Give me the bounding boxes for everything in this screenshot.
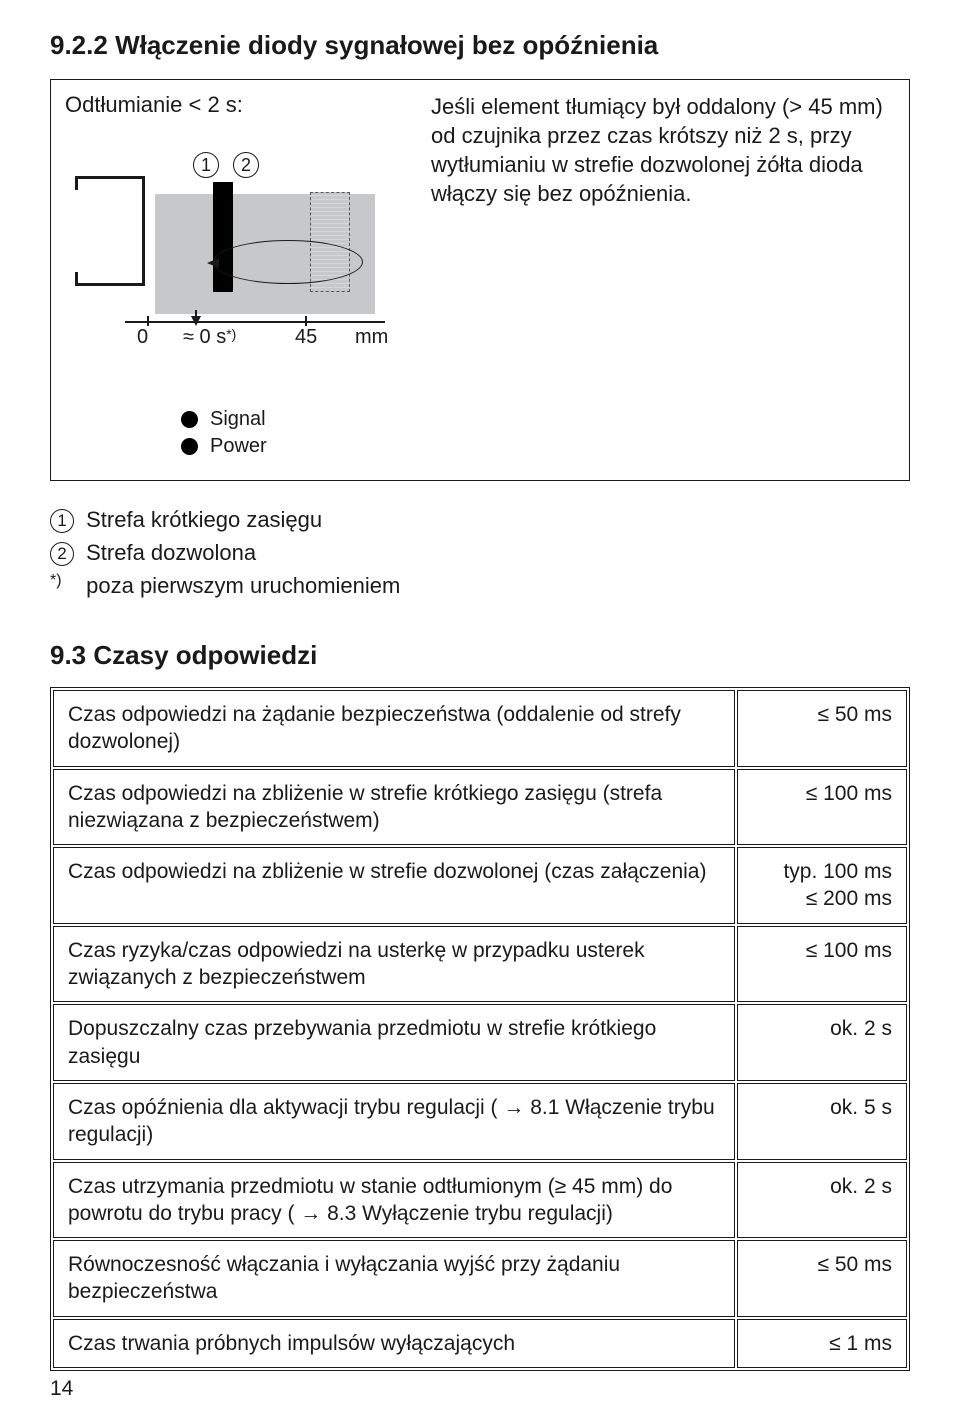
note-3: *) poza pierwszym uruchomieniem xyxy=(50,569,910,602)
axis-zero: 0 xyxy=(137,326,148,349)
note-1-text: Strefa krótkiego zasięgu xyxy=(86,507,322,532)
legend-power: Power xyxy=(181,435,895,458)
axis-line xyxy=(125,321,385,323)
row-value: ok. 5 s xyxy=(737,1083,907,1160)
section-heading: 9.2.2 Włączenie diody sygnałowej bez opó… xyxy=(50,30,910,61)
row-label: Czas utrzymania przedmiotu w stanie odtł… xyxy=(53,1162,735,1239)
table-row: Równoczesność włączania i wyłączania wyj… xyxy=(53,1240,907,1317)
note-3-text: poza pierwszym uruchomieniem xyxy=(86,573,400,598)
section2-heading: 9.3 Czasy odpowiedzi xyxy=(50,640,910,671)
legend-power-label: Power xyxy=(210,435,267,458)
page-number: 14 xyxy=(50,1377,73,1401)
response-times-table: Czas odpowiedzi na żądanie bezpieczeństw… xyxy=(50,687,910,1371)
row-label: Dopuszczalny czas przebywania przedmiotu… xyxy=(53,1004,735,1081)
row-label: Równoczesność włączania i wyłączania wyj… xyxy=(53,1240,735,1317)
row-value: ≤ 50 ms xyxy=(737,690,907,767)
dot-icon xyxy=(181,438,198,455)
axis-time: ≈ 0 s*) xyxy=(183,326,236,349)
row-label: Czas ryzyka/czas odpowiedzi na usterkę w… xyxy=(53,926,735,1003)
table-row: Czas odpowiedzi na zbliżenie w strefie d… xyxy=(53,847,907,924)
row-value: ok. 2 s xyxy=(737,1004,907,1081)
row-label: Czas odpowiedzi na zbliżenie w strefie d… xyxy=(53,847,735,924)
figure-box: Odtłumianie < 2 s: Jeśli element tłumiąc… xyxy=(50,79,910,481)
zone-label-1: 1 xyxy=(193,152,219,178)
note-2: 2 Strefa dozwolona xyxy=(50,536,910,569)
note-3-label: *) xyxy=(50,569,80,593)
diagram: 1 2 0 ≈ 0 s*) 45 mm xyxy=(65,126,405,366)
section2-title: Czasy odpowiedzi xyxy=(93,640,317,670)
row-value: ≤ 100 ms xyxy=(737,769,907,846)
table-row: Czas odpowiedzi na zbliżenie w strefie k… xyxy=(53,769,907,846)
table-row: Czas ryzyka/czas odpowiedzi na usterkę w… xyxy=(53,926,907,1003)
motion-ellipse-icon xyxy=(213,240,363,284)
table-row: Czas odpowiedzi na żądanie bezpieczeństw… xyxy=(53,690,907,767)
figure-description: Jeśli element tłumiący był oddalony (> 4… xyxy=(431,92,895,208)
section-num: 9.2.2 xyxy=(50,30,108,60)
table-row: Dopuszczalny czas przebywania przedmiotu… xyxy=(53,1004,907,1081)
section2-num: 9.3 xyxy=(50,640,86,670)
table-row: Czas trwania próbnych impulsów wyłączają… xyxy=(53,1319,907,1368)
down-arrow-icon xyxy=(191,316,201,326)
row-value: ok. 2 s xyxy=(737,1162,907,1239)
note-1: 1 Strefa krótkiego zasięgu xyxy=(50,503,910,536)
legend-signal-label: Signal xyxy=(210,408,266,431)
legend-signal: Signal xyxy=(181,408,895,431)
row-value: ≤ 1 ms xyxy=(737,1319,907,1368)
zone-label-2: 2 xyxy=(233,152,259,178)
note-1-num: 1 xyxy=(50,509,74,533)
row-value: typ. 100 ms≤ 200 ms xyxy=(737,847,907,924)
axis-mm: mm xyxy=(355,326,388,349)
row-label: Czas opóźnienia dla aktywacji trybu regu… xyxy=(53,1083,735,1160)
figure-notes: 1 Strefa krótkiego zasięgu 2 Strefa dozw… xyxy=(50,503,910,602)
table-row: Czas opóźnienia dla aktywacji trybu regu… xyxy=(53,1083,907,1160)
note-2-num: 2 xyxy=(50,542,74,566)
row-label: Czas odpowiedzi na zbliżenie w strefie k… xyxy=(53,769,735,846)
legend: Signal Power xyxy=(181,408,895,458)
section-title: Włączenie diody sygnałowej bez opóźnieni… xyxy=(115,30,658,60)
sensor-bracket-icon xyxy=(75,176,145,286)
row-value: ≤ 50 ms xyxy=(737,1240,907,1317)
row-label: Czas odpowiedzi na żądanie bezpieczeństw… xyxy=(53,690,735,767)
row-value: ≤ 100 ms xyxy=(737,926,907,1003)
axis-45: 45 xyxy=(295,326,317,349)
row-label: Czas trwania próbnych impulsów wyłączają… xyxy=(53,1319,735,1368)
table-row: Czas utrzymania przedmiotu w stanie odtł… xyxy=(53,1162,907,1239)
note-2-text: Strefa dozwolona xyxy=(86,540,256,565)
dot-icon xyxy=(181,411,198,428)
